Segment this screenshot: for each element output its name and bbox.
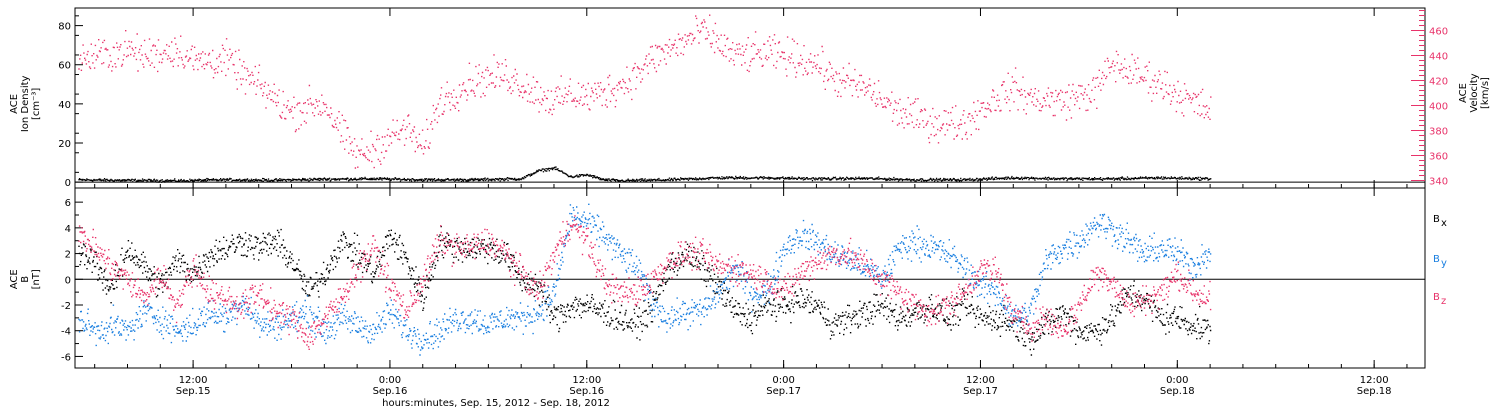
series-ion-density bbox=[78, 166, 1212, 183]
velocity-tick-label: 360 bbox=[1429, 152, 1448, 163]
legend-label: B bbox=[1433, 254, 1440, 265]
legend-subscript: y bbox=[1441, 258, 1447, 269]
series-velocity bbox=[78, 14, 1212, 169]
density-tick-label: 20 bbox=[58, 139, 71, 150]
density-tick-label: 0 bbox=[65, 178, 71, 189]
x-tick-time-label: 0:00 bbox=[379, 375, 401, 386]
x-tick-date-label: Sep.16 bbox=[569, 386, 604, 397]
panel-density-velocity-frame bbox=[74, 7, 1426, 189]
field-tick-label: -2 bbox=[61, 301, 71, 312]
series-bz-points bbox=[78, 215, 1212, 350]
velocity-ylabel-line: [km/s] bbox=[1480, 77, 1491, 109]
velocity-ylabel-line: Velocity bbox=[1469, 73, 1480, 112]
field-tick-label: 4 bbox=[65, 224, 71, 235]
series-bz bbox=[78, 215, 1212, 350]
series-bx bbox=[78, 225, 1212, 356]
velocity-tick-label: 420 bbox=[1429, 77, 1448, 88]
field-tick-label: 6 bbox=[65, 198, 71, 209]
velocity-ylabel-line: ACE bbox=[1458, 83, 1469, 103]
density-tick-label: 60 bbox=[58, 61, 71, 72]
series-by bbox=[78, 203, 1212, 356]
x-tick-time-label: 0:00 bbox=[772, 375, 794, 386]
velocity-tick-label: 400 bbox=[1429, 102, 1448, 113]
x-tick-date-label: Sep.18 bbox=[1160, 386, 1195, 397]
field-tick-label: 0 bbox=[65, 275, 71, 286]
field-tick-label: 2 bbox=[65, 250, 71, 261]
density-tick-label: 80 bbox=[58, 22, 71, 33]
field-ylabel-line: B bbox=[20, 276, 31, 283]
x-axis-title: hours:minutes, Sep. 15, 2012 - Sep. 18, … bbox=[382, 398, 610, 409]
density-ylabel-line: [cm⁻³] bbox=[31, 88, 42, 120]
series-ion-density-points bbox=[78, 166, 1212, 183]
x-tick-date-label: Sep.16 bbox=[373, 386, 408, 397]
density-ylabel-line: Ion Density bbox=[20, 75, 31, 132]
x-tick-date-label: Sep.18 bbox=[1357, 386, 1392, 397]
legend-label: B bbox=[1433, 292, 1440, 303]
x-tick-time-label: 12:00 bbox=[1360, 375, 1389, 386]
legend-label: B bbox=[1433, 214, 1440, 225]
velocity-tick-label: 440 bbox=[1429, 52, 1448, 63]
x-tick-time-label: 12:00 bbox=[572, 375, 601, 386]
x-tick-time-label: 12:00 bbox=[966, 375, 995, 386]
panel-magnetic-field-frame bbox=[74, 187, 1426, 369]
legend-subscript: z bbox=[1441, 296, 1446, 307]
field-tick-label: -4 bbox=[61, 327, 71, 338]
density-tick-label: 40 bbox=[58, 100, 71, 111]
velocity-tick-label: 340 bbox=[1429, 177, 1448, 188]
field-ylabel-line: ACE bbox=[9, 269, 20, 289]
x-tick-date-label: Sep.17 bbox=[766, 386, 801, 397]
series-velocity-points bbox=[78, 14, 1212, 169]
field-ylabel-line: [nT] bbox=[31, 269, 42, 289]
density-ylabel-line: ACE bbox=[9, 94, 20, 114]
series-by-points bbox=[78, 203, 1212, 356]
x-tick-time-label: 0:00 bbox=[1166, 375, 1188, 386]
x-tick-date-label: Sep.15 bbox=[176, 386, 211, 397]
x-tick-time-label: 12:00 bbox=[179, 375, 208, 386]
velocity-tick-label: 380 bbox=[1429, 127, 1448, 138]
field-tick-label: -6 bbox=[61, 352, 71, 363]
x-tick-date-label: Sep.17 bbox=[963, 386, 998, 397]
velocity-tick-label: 460 bbox=[1429, 27, 1448, 38]
series-bx-points bbox=[78, 225, 1212, 356]
legend-subscript: x bbox=[1441, 218, 1447, 229]
